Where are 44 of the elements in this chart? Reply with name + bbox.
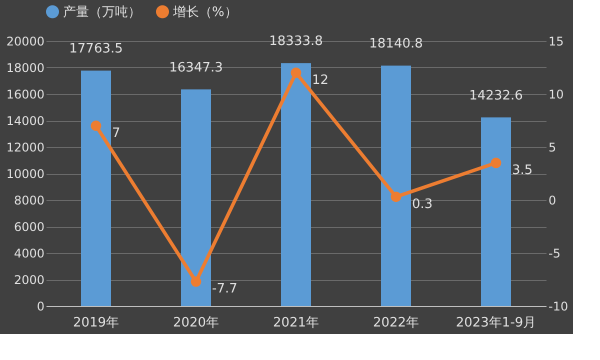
- x-tick-label: 2021年: [272, 316, 320, 330]
- data-label: 7: [112, 126, 120, 141]
- y2-tick-label: 10: [548, 88, 564, 102]
- data-label: 16347.3: [169, 60, 223, 76]
- y2-tick-label: -10: [548, 300, 568, 314]
- data-label: 12: [312, 72, 329, 88]
- y-tick-label: 4000: [14, 246, 44, 260]
- data-label: 18333.8: [269, 34, 323, 50]
- bar: [181, 89, 211, 306]
- y-tick-label: 10000: [6, 167, 44, 181]
- y-tick-label: 8000: [14, 194, 44, 208]
- y-tick-label: 16000: [6, 88, 44, 102]
- x-tick-label: 2019年: [72, 316, 120, 330]
- data-label: 0.3: [412, 196, 433, 212]
- legend-label: 产量（万吨）: [63, 4, 141, 20]
- y-tick-label: 6000: [14, 220, 44, 234]
- x-tick-label: 2020年: [172, 316, 220, 330]
- y-tick-label: 12000: [6, 140, 44, 154]
- y-tick-label: 14000: [6, 114, 44, 128]
- y2-tick-label: 5: [548, 140, 556, 154]
- data-label: 3.5: [512, 162, 533, 178]
- point: [290, 68, 302, 78]
- bar: [281, 63, 311, 306]
- y2-tick-label: 15: [548, 34, 564, 48]
- point: [490, 158, 502, 168]
- x-tick-label: 2022年: [372, 316, 420, 330]
- data-label: 14232.6: [469, 88, 523, 104]
- bar: [381, 66, 411, 306]
- y2-tick-label: -5: [548, 246, 560, 260]
- y-tick-label: 18000: [6, 61, 44, 75]
- bar: [481, 117, 511, 306]
- x-tick-label: 2023年1-9月: [456, 316, 536, 330]
- bar: [81, 70, 111, 306]
- legend-label: 增长（%）: [172, 4, 238, 20]
- y-tick-label: 2000: [14, 273, 44, 287]
- data-label: 18140.8: [369, 36, 423, 52]
- point: [90, 120, 102, 132]
- point: [190, 276, 202, 287]
- y-tick-label: 20000: [6, 34, 44, 48]
- data-label: -7.7: [212, 282, 238, 297]
- y2-tick-label: 0: [548, 194, 556, 208]
- y-tick-label: 0: [36, 300, 44, 314]
- data-label: 17763.5: [69, 42, 123, 57]
- point: [390, 192, 402, 202]
